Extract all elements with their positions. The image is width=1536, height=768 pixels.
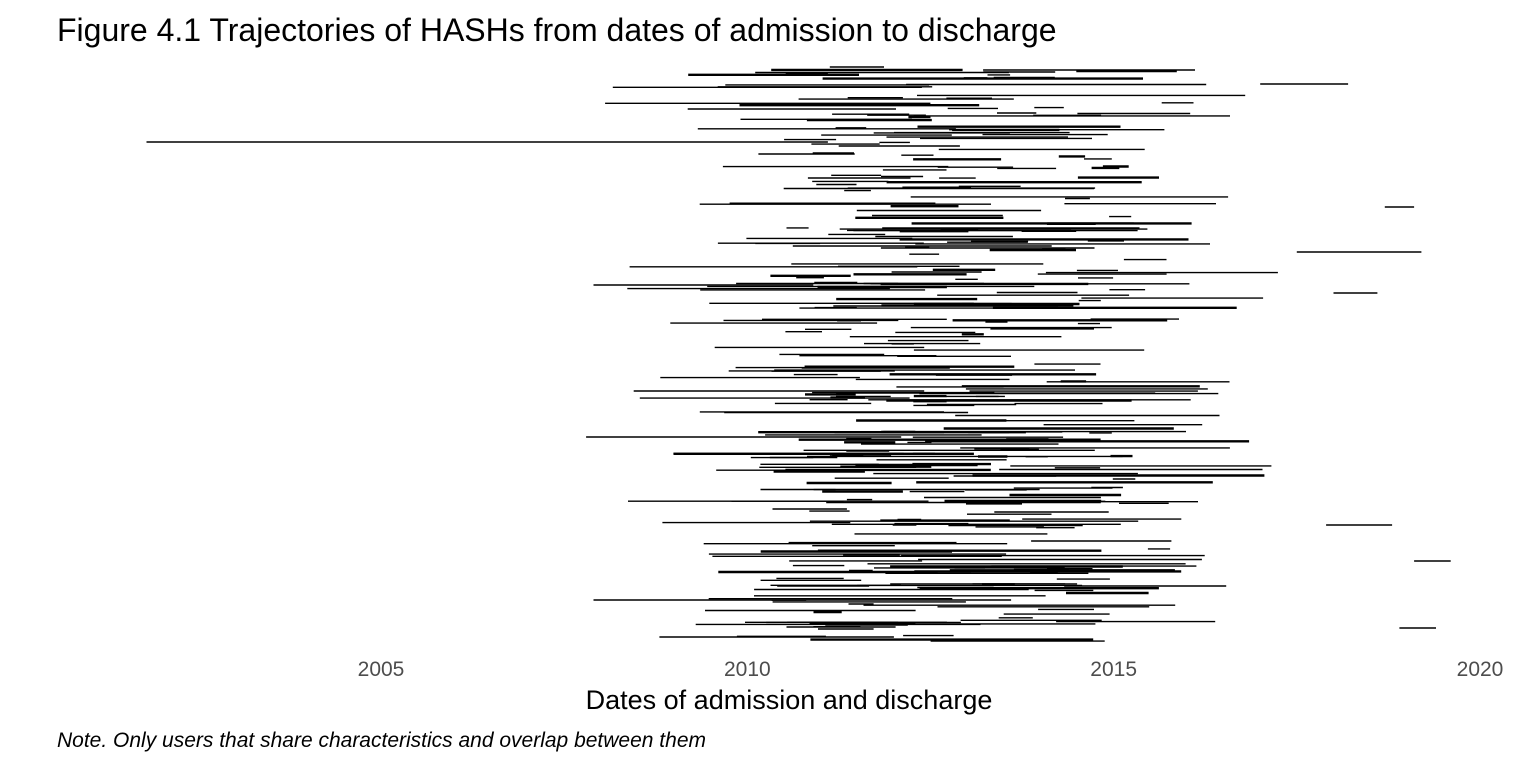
trajectory-segments [146,66,1451,642]
figure-note: Note. Only users that share characterist… [57,729,706,752]
x-axis-ticks: 2005 2010 2015 2020 [358,658,1504,681]
chart-title: Figure 4.1 Trajectories of HASHs from da… [57,12,1057,48]
x-axis-label: Dates of admission and discharge [585,685,993,715]
x-tick-label-2015: 2015 [1090,658,1137,681]
x-tick-label-2020: 2020 [1457,658,1504,681]
x-tick-label-2005: 2005 [358,658,405,681]
x-tick-label-2010: 2010 [724,658,771,681]
